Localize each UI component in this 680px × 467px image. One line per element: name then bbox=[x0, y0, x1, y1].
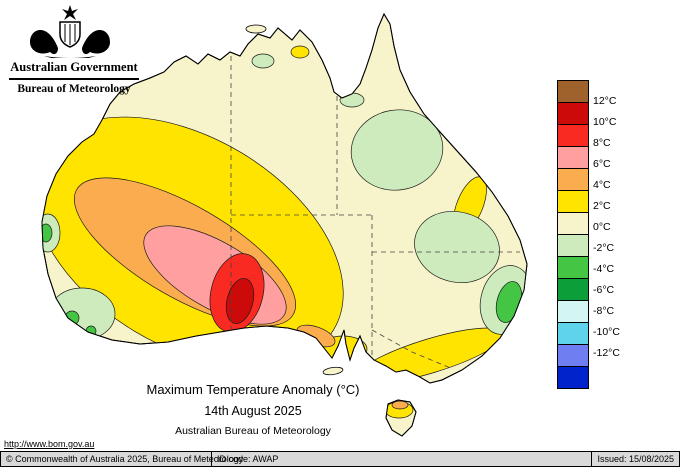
legend-label-8: 8°C bbox=[593, 137, 611, 149]
tiwi-islands bbox=[245, 24, 267, 34]
legend-color-bar bbox=[557, 80, 589, 389]
legend-swatch-0-2 bbox=[557, 212, 589, 235]
map-date: 14th August 2025 bbox=[204, 404, 302, 418]
legend-swatch-2-4 bbox=[557, 190, 589, 213]
legend-swatch-neg12-10 bbox=[557, 344, 589, 367]
legend-label-6: 6°C bbox=[593, 158, 611, 170]
legend-label-2: 2°C bbox=[593, 200, 611, 212]
legend-label-12: 12°C bbox=[593, 95, 617, 107]
legend-swatch-neg4-2 bbox=[557, 256, 589, 279]
mainland-outline bbox=[41, 12, 528, 384]
legend-label-neg2: -2°C bbox=[593, 242, 615, 254]
region-minus0-2-southwest bbox=[48, 287, 116, 341]
footer-divider-1 bbox=[211, 452, 212, 466]
legend-swatch-neg6-4 bbox=[557, 278, 589, 301]
region-minus0-2-topend bbox=[251, 53, 275, 69]
region-minus0-2-centralqld bbox=[414, 211, 500, 283]
legend-label-neg6: -6°C bbox=[593, 284, 615, 296]
map-attribution: Australian Bureau of Meteorology bbox=[175, 425, 331, 437]
region-plus2-4-north-spot bbox=[290, 45, 310, 59]
government-title: Australian Government bbox=[10, 60, 138, 74]
legend-swatch-neg8-6 bbox=[557, 300, 589, 323]
legend-swatch-below-neg12 bbox=[557, 366, 589, 389]
region-plus10-12 bbox=[225, 278, 255, 324]
bureau-title: Bureau of Meteorology bbox=[17, 83, 131, 95]
legend-label-neg8: -8°C bbox=[593, 305, 615, 317]
legend-swatch-neg10-8 bbox=[557, 322, 589, 345]
region-minus0-2-gulfcoast bbox=[339, 92, 365, 108]
legend-label-neg10: -10°C bbox=[593, 326, 620, 338]
kangaroo-island bbox=[322, 366, 344, 376]
tasmania-outline bbox=[385, 399, 417, 437]
region-minus0-2-ntqld bbox=[350, 109, 444, 191]
anomaly-regions bbox=[42, 45, 527, 383]
legend-label-neg4: -4°C bbox=[593, 263, 615, 275]
region-minus2-4-southwest-a bbox=[64, 310, 80, 326]
legend-swatch-8-10 bbox=[557, 124, 589, 147]
state-borders bbox=[230, 56, 520, 370]
coat-of-arms-icon bbox=[30, 5, 110, 58]
issued-text: Issued: 15/08/2025 bbox=[597, 454, 674, 464]
legend-swatch-10-12 bbox=[557, 102, 589, 125]
id-code-text: ID code: AWAP bbox=[217, 454, 279, 464]
legend-swatch-6-8 bbox=[557, 146, 589, 169]
footer-bar: © Commonwealth of Australia 2025, Bureau… bbox=[0, 451, 680, 467]
footer-divider-2 bbox=[591, 452, 593, 466]
legend-label-0: 0°C bbox=[593, 221, 611, 233]
legend-label-4: 4°C bbox=[593, 179, 611, 191]
tasmania-regions bbox=[386, 400, 414, 419]
legend-label-10: 10°C bbox=[593, 116, 617, 128]
legend-label-neg12: -12°C bbox=[593, 347, 620, 359]
bom-url-link[interactable]: http://www.bom.gov.au bbox=[4, 439, 95, 449]
legend-swatch-above-12 bbox=[557, 80, 589, 103]
copyright-text: © Commonwealth of Australia 2025, Bureau… bbox=[6, 454, 244, 464]
legend-swatch-neg2-0 bbox=[557, 234, 589, 257]
legend-swatch-4-6 bbox=[557, 168, 589, 191]
tas-region-plus4-6 bbox=[391, 400, 409, 410]
map-title: Maximum Temperature Anomaly (°C) bbox=[146, 382, 360, 397]
title-block: Maximum Temperature Anomaly (°C) 14th Au… bbox=[63, 382, 443, 437]
header-divider bbox=[9, 78, 139, 80]
